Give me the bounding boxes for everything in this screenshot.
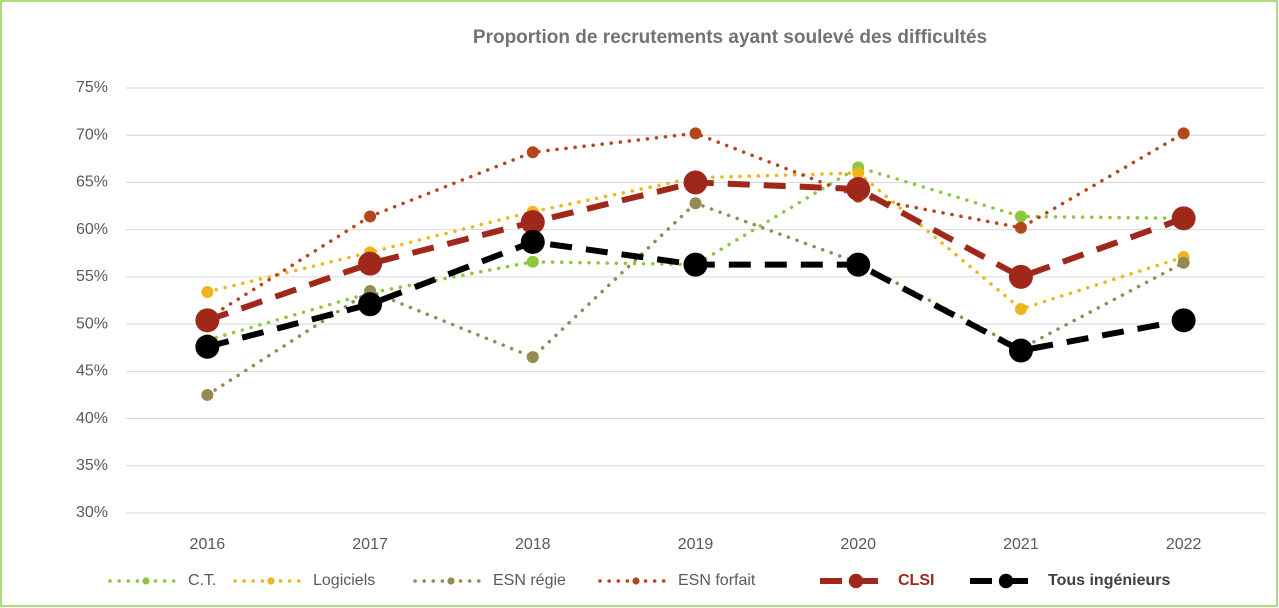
data-point — [1014, 221, 1027, 234]
data-point — [201, 286, 214, 298]
x-tick-label: 2018 — [515, 536, 551, 553]
data-point — [689, 127, 702, 140]
legend-marker — [998, 573, 1014, 589]
y-tick-label: 45% — [76, 363, 108, 380]
x-tick-label: 2021 — [1003, 536, 1039, 553]
legend-label: C.T. — [188, 572, 216, 589]
legend-marker — [447, 577, 455, 585]
data-point — [683, 170, 708, 195]
data-point — [201, 388, 214, 401]
y-tick-label: 30% — [76, 504, 108, 521]
x-tick-label: 2020 — [840, 536, 876, 553]
data-point — [689, 197, 702, 210]
y-tick-label: 35% — [76, 457, 108, 474]
legend-label: Tous ingénieurs — [1048, 572, 1170, 589]
data-point — [683, 252, 708, 277]
data-point — [1014, 303, 1027, 315]
x-tick-label: 2016 — [190, 536, 226, 553]
data-point — [846, 177, 871, 202]
data-point — [1014, 210, 1027, 223]
legend-label: ESN régie — [493, 572, 566, 589]
data-point — [1177, 256, 1190, 269]
y-tick-label: 55% — [76, 268, 108, 285]
data-point — [520, 210, 545, 235]
legend-marker — [142, 577, 150, 585]
data-point — [1008, 338, 1033, 363]
data-point — [364, 210, 377, 223]
x-tick-label: 2022 — [1166, 536, 1202, 553]
x-tick-label: 2019 — [678, 536, 714, 553]
legend-marker — [632, 577, 640, 585]
data-point — [358, 251, 383, 276]
data-point — [195, 308, 220, 333]
y-tick-label: 70% — [76, 126, 108, 143]
legend-label: CLSI — [898, 572, 934, 589]
data-point — [1171, 206, 1196, 231]
y-tick-label: 60% — [76, 221, 108, 238]
data-point — [520, 229, 545, 254]
legend-label: Logiciels — [313, 572, 375, 589]
legend-marker — [848, 573, 864, 589]
data-point — [526, 146, 539, 159]
x-tick-label: 2017 — [352, 536, 388, 553]
chart-title: Proportion de recrutements ayant soulevé… — [473, 27, 987, 48]
legend-label: ESN forfait — [678, 572, 756, 589]
data-point — [846, 252, 871, 277]
data-point — [1171, 308, 1196, 333]
y-tick-label: 65% — [76, 174, 108, 191]
data-point — [1177, 127, 1190, 140]
data-point — [526, 351, 539, 364]
data-point — [852, 167, 865, 179]
y-tick-label: 75% — [76, 79, 108, 96]
y-tick-label: 40% — [76, 410, 108, 427]
y-tick-label: 50% — [76, 315, 108, 332]
legend-marker — [267, 577, 275, 585]
data-point — [358, 292, 383, 317]
data-point — [195, 334, 220, 359]
data-point — [1008, 264, 1033, 289]
data-point — [526, 255, 539, 268]
